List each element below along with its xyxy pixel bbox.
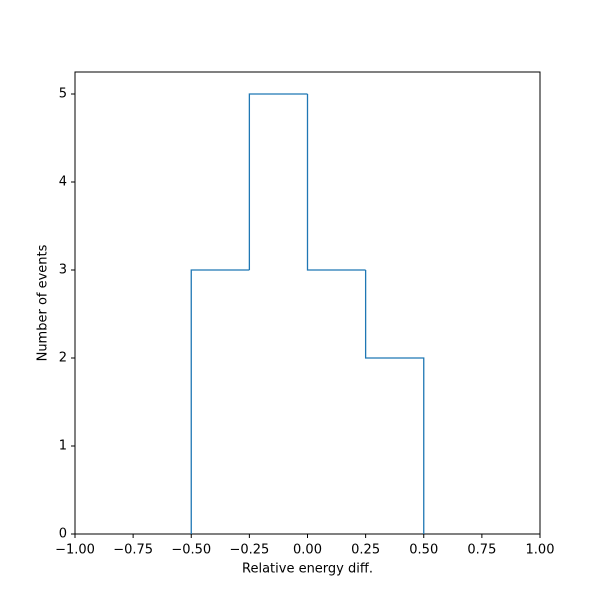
- x-tick-label: 0.25: [351, 543, 380, 558]
- x-tick-label: −0.50: [171, 543, 211, 558]
- y-axis-label: Number of events: [36, 244, 51, 361]
- x-tick-label: 0.00: [293, 543, 322, 558]
- histogram-step: [190, 269, 250, 534]
- y-tick-label: 1: [59, 439, 67, 454]
- histogram-step: [364, 270, 425, 534]
- x-tick-label: 0.75: [467, 543, 496, 558]
- y-tick-label: 5: [59, 87, 67, 102]
- x-tick-label: 1.00: [526, 543, 555, 558]
- y-tick-label: 3: [59, 263, 67, 278]
- histogram-step: [306, 94, 366, 271]
- y-tick-label: 2: [59, 351, 67, 366]
- y-tick-label: 0: [59, 527, 67, 542]
- x-tick-label: −0.75: [113, 543, 153, 558]
- x-tick-label: −0.25: [229, 543, 269, 558]
- x-tick-label: −1.00: [55, 543, 95, 558]
- histogram-step: [248, 93, 308, 270]
- x-tick-label: 0.50: [409, 543, 438, 558]
- x-axis-label: Relative energy diff.: [242, 562, 373, 577]
- y-tick-label: 4: [59, 175, 67, 190]
